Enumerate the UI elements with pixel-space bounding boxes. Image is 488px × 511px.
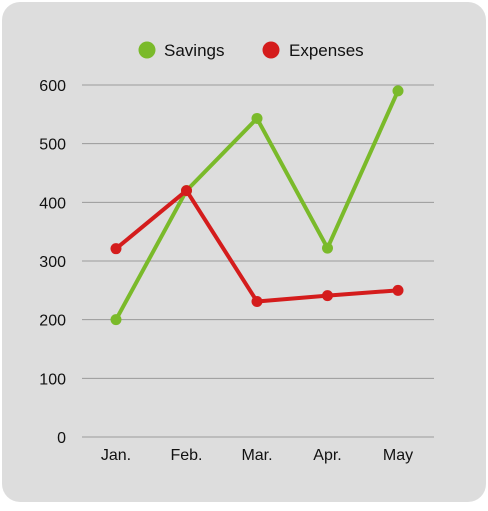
x-axis-ticks: Jan. Feb. Mar. Apr. May <box>101 447 413 464</box>
y-tick-label: 200 <box>39 313 66 330</box>
x-tick-label: Jan. <box>101 447 131 464</box>
y-tick-label: 100 <box>39 371 66 388</box>
x-tick-label: Mar. <box>241 447 272 464</box>
y-tick-label: 0 <box>57 430 66 447</box>
legend-label-savings: Savings <box>164 41 224 60</box>
y-tick-label: 600 <box>39 78 66 95</box>
series-group <box>110 85 404 326</box>
point-expenses-may <box>392 284 404 296</box>
point-expenses-feb <box>181 185 192 197</box>
x-tick-label: May <box>383 447 413 464</box>
point-savings-jan <box>110 314 122 326</box>
point-expenses-mar <box>251 295 263 307</box>
point-savings-apr <box>322 242 333 254</box>
y-tick-label: 500 <box>39 137 66 154</box>
point-expenses-jan <box>110 243 122 255</box>
y-tick-label: 300 <box>39 254 66 271</box>
legend-marker-savings <box>138 41 156 59</box>
point-expenses-apr <box>322 290 333 302</box>
x-tick-label: Feb. <box>170 447 202 464</box>
series-line-savings <box>114 88 400 322</box>
legend-marker-expenses <box>262 41 280 59</box>
legend-label-expenses: Expenses <box>289 41 364 60</box>
y-axis-ticks: 0 100 200 300 400 500 600 <box>39 78 66 447</box>
point-savings-mar <box>251 112 263 124</box>
legend: Savings Expenses <box>138 41 364 60</box>
gridlines <box>82 84 434 438</box>
y-tick-label: 400 <box>39 195 66 212</box>
x-tick-label: Apr. <box>313 447 341 464</box>
point-savings-may <box>392 85 404 97</box>
